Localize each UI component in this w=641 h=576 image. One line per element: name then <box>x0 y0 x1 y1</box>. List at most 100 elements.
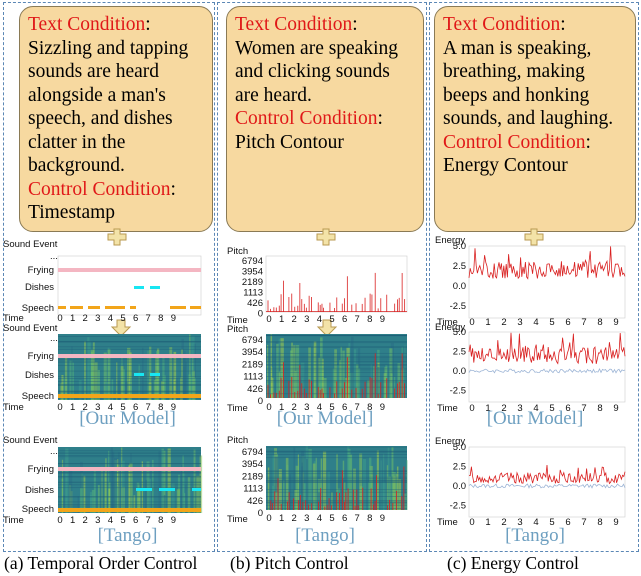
y-tick-label: 0 <box>258 309 263 320</box>
x-tick-label: 1 <box>70 313 75 324</box>
control-condition-label: Control Condition <box>443 131 586 153</box>
y-axis-label: Energy <box>435 235 465 246</box>
condition-box-b: Text Condition: Women are speaking and c… <box>226 6 424 232</box>
x-tick-label: 6 <box>565 403 570 414</box>
x-tick-label: 8 <box>597 403 602 414</box>
text-condition-label: Text Condition <box>235 14 353 35</box>
control-condition: Energy Contour <box>443 155 568 176</box>
x-tick-label: 3 <box>304 513 309 524</box>
model-label-ours: [Our Model] <box>276 408 374 429</box>
y-tick-label: 0.0 <box>453 366 466 377</box>
x-tick-label: 6 <box>342 513 347 524</box>
x-tick-label: 7 <box>146 515 151 526</box>
plus-arrow-icon <box>316 228 336 246</box>
condition-box-a: Text Condition: Sizzling and tapping sou… <box>19 6 213 232</box>
model-label-tango: [Tango] <box>295 525 355 546</box>
x-tick-label: 5 <box>120 402 125 413</box>
x-tick-label: 4 <box>108 515 113 526</box>
x-tick-label: 3 <box>304 402 309 413</box>
x-tick-label: 6 <box>342 402 347 413</box>
control-condition: Timestamp <box>28 202 116 223</box>
timestamp-plot-tango: Sound Event ... Frying Dishes Speech Tim… <box>3 435 203 526</box>
svg-text:Energy: Energy <box>435 322 465 333</box>
svg-text:Frying: Frying <box>28 351 54 362</box>
x-tick-label: 7 <box>146 402 151 413</box>
svg-text:Sound Event: Sound Event <box>3 435 58 446</box>
y-tick-label: 0 <box>258 508 263 519</box>
control-condition: Pitch Contour <box>235 131 344 153</box>
svg-text:Sound Event: Sound Event <box>3 323 58 334</box>
model-label-ours: [Our Model] <box>486 408 584 429</box>
x-tick-label: 5 <box>329 314 334 325</box>
x-tick-label: 6 <box>133 402 138 413</box>
text-condition-label: Text Condition <box>28 14 146 35</box>
x-tick-label: 6 <box>565 517 570 528</box>
svg-text:Energy: Energy <box>435 436 465 447</box>
down-arrow-icon <box>110 319 132 337</box>
x-tick-label: 5 <box>549 517 554 528</box>
y-tick-label: 5.0 <box>453 442 466 453</box>
x-tick-label: 2 <box>83 402 88 413</box>
svg-text:Pitch: Pitch <box>227 324 248 335</box>
svg-text:...: ... <box>50 251 58 262</box>
x-tick-label: 3 <box>517 517 522 528</box>
energy-plot-tango: Energy 5.0 2.5 0.0 -2.5 0 1 2 3 4 5 6 7 8 9 Time <box>435 436 626 528</box>
speech-bars <box>58 306 201 309</box>
y-tick-label: -2.5 <box>450 500 466 511</box>
x-tick-label: 2 <box>501 517 506 528</box>
row-label: Speech <box>22 303 54 314</box>
x-tick-label: 2 <box>501 403 506 414</box>
y-tick-label: 5.0 <box>453 241 466 252</box>
y-tick-label: 2189 <box>242 471 263 482</box>
timestamp-plot-control: Sound Event ... Frying Dishes Speech Tim… <box>3 239 202 324</box>
text-condition-label: Text Condition <box>443 14 561 35</box>
dishes-bar <box>134 286 144 289</box>
svg-text:Pitch: Pitch <box>227 435 248 446</box>
x-tick-label: 2 <box>292 513 297 524</box>
dishes-bar <box>150 286 160 289</box>
y-tick-label: 5.0 <box>453 327 466 338</box>
x-tick-label: 6 <box>565 317 570 328</box>
x-tick-label: 1 <box>70 515 75 526</box>
y-tick-label: 0.0 <box>453 481 466 492</box>
x-tick-label: 2 <box>292 314 297 325</box>
x-tick-label: 7 <box>146 313 151 324</box>
model-label-tango: [Tango] <box>505 525 565 546</box>
x-tick-label: 4 <box>108 402 113 413</box>
x-tick-label: 6 <box>342 314 347 325</box>
x-tick-label: 4 <box>317 314 322 325</box>
x-tick-label: 6 <box>133 313 138 324</box>
y-tick-label: -2.5 <box>450 301 466 312</box>
x-tick-label: 2 <box>501 317 506 328</box>
y-tick-label: -2.5 <box>450 385 466 396</box>
x-tick-label: 8 <box>158 313 163 324</box>
x-tick-label: 3 <box>95 402 100 413</box>
x-tick-label: 9 <box>380 314 385 325</box>
y-tick-label: 426 <box>247 298 263 309</box>
y-tick-label: 2.5 <box>453 346 466 357</box>
x-tick-label: 0 <box>57 402 62 413</box>
text-condition: Women are speaking and clicking sounds a… <box>235 37 399 106</box>
x-tick-label: 4 <box>533 517 538 528</box>
x-tick-label: 0 <box>469 517 474 528</box>
caption-b: (b) Pitch Control <box>230 553 349 573</box>
y-tick-label: 426 <box>247 496 263 507</box>
x-tick-label: 4 <box>317 513 322 524</box>
y-tick-label: 0.0 <box>453 281 466 292</box>
x-axis-label: Time <box>437 317 458 328</box>
model-label-tango: [Tango] <box>97 525 158 546</box>
energy-plot-ours: Energy 5.0 2.5 0.0 -2.5 0 1 2 3 4 5 6 7 8 9 Time <box>435 322 626 414</box>
x-tick-label: 1 <box>279 314 284 325</box>
control-condition-label: Control Condition <box>28 178 171 200</box>
x-tick-label: 3 <box>95 313 100 324</box>
svg-text:Time: Time <box>227 403 248 414</box>
x-tick-label: 2 <box>83 313 88 324</box>
x-tick-label: 9 <box>613 317 618 328</box>
timestamp-plot-ours: Sound Event ... Frying Dishes Speech Tim… <box>3 323 201 413</box>
y-tick-label: 1113 <box>243 372 263 383</box>
x-tick-label: 7 <box>581 403 586 414</box>
column-c-frame <box>429 2 639 552</box>
